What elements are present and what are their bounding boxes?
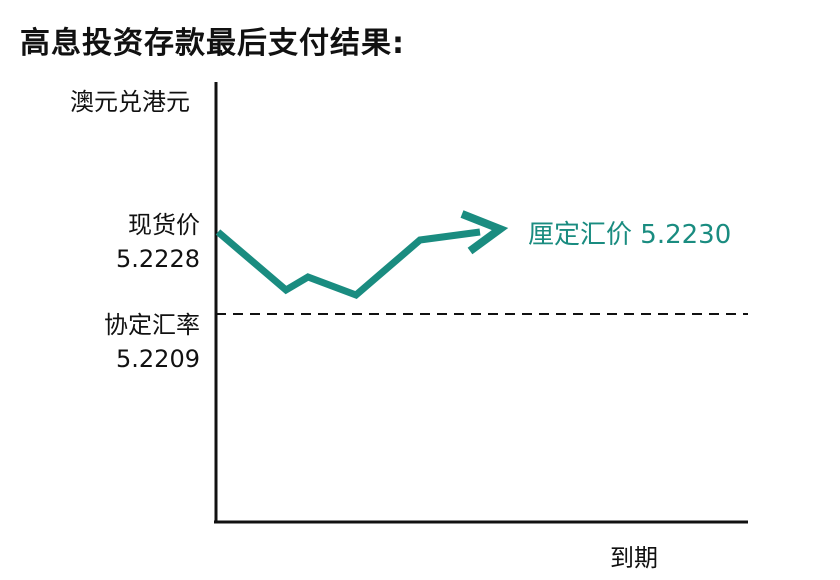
spot-price-value: 5.2228 xyxy=(116,245,200,273)
exchange-rate-path xyxy=(215,228,481,300)
fixing-rate-label: 厘定汇价 xyxy=(528,220,633,250)
strike-rate-label: 协定汇率 xyxy=(104,311,200,339)
y-axis-label: 澳元兑港元 xyxy=(70,88,190,116)
fixing-rate-value: 5.2230 xyxy=(640,220,732,250)
fixing-rate-annotation: 厘定汇价 5.2230 xyxy=(528,214,731,251)
strike-rate-label-group: 协定汇率 5.2209 xyxy=(104,308,200,376)
spot-price-label: 现货价 xyxy=(128,211,200,239)
strike-rate-value: 5.2209 xyxy=(116,345,200,373)
chart-title: 高息投资存款最后支付结果: xyxy=(20,26,405,61)
spot-price-label-group: 现货价 5.2228 xyxy=(116,208,200,276)
x-axis-label: 到期 xyxy=(610,544,658,572)
arrow-head-icon xyxy=(460,210,509,255)
